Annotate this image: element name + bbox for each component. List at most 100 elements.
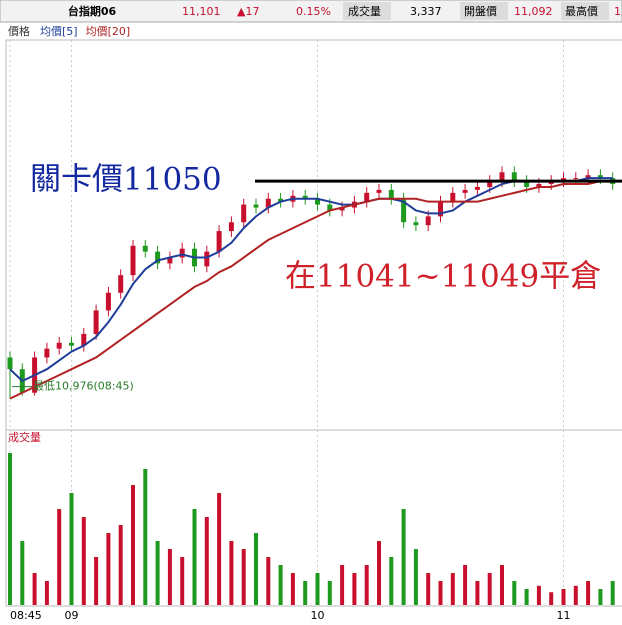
candle-body <box>130 245 136 276</box>
volume-bar <box>143 469 148 605</box>
volume-bar <box>389 557 394 605</box>
volume-bar <box>500 565 504 605</box>
candle-body <box>204 251 210 267</box>
header-cell <box>561 2 609 20</box>
volume-bar <box>475 581 480 605</box>
candle-body <box>265 198 271 208</box>
candle-body <box>142 245 148 252</box>
volume-bar <box>131 485 135 605</box>
volume-bar <box>254 533 258 605</box>
candle-body <box>413 222 419 226</box>
candle-body <box>499 172 505 182</box>
x-tick-label: 09 <box>65 609 79 622</box>
candle-body <box>69 342 74 346</box>
volume-bar <box>549 592 554 605</box>
candle-body <box>474 186 480 190</box>
volume-bar <box>204 517 209 605</box>
volume-bar <box>487 573 492 605</box>
volume-bar <box>32 573 37 605</box>
candle-body <box>401 198 407 223</box>
volume-bar <box>241 549 246 605</box>
volume-bar <box>278 565 283 605</box>
legend-entry: 均價[20] <box>86 24 131 38</box>
price-title: 價格 <box>8 24 30 38</box>
candle-body <box>376 189 382 193</box>
volume-bar <box>598 589 603 605</box>
candle-body <box>450 192 456 202</box>
price-panel <box>5 39 622 431</box>
change: ▲17 <box>237 5 259 18</box>
volume-bar <box>167 549 172 605</box>
volume-bar <box>340 565 345 605</box>
header-value: 1 <box>614 5 621 18</box>
candle-body <box>327 204 333 211</box>
candle-body <box>179 248 185 258</box>
candle-body <box>425 216 431 226</box>
volume-bar <box>290 573 295 605</box>
volume-bar <box>401 509 406 605</box>
volume-bar <box>377 541 381 605</box>
volume-bar <box>69 493 74 605</box>
moving-average <box>9 180 613 400</box>
candle-body <box>524 181 530 187</box>
x-tick-label: 08:45 <box>10 609 42 622</box>
volume-bar <box>315 573 320 605</box>
candle-body <box>573 178 579 180</box>
header-label: 成交量 <box>348 4 381 18</box>
candle-body <box>56 342 62 349</box>
candle-body <box>302 195 308 199</box>
candle-body <box>339 207 345 211</box>
volume-bar <box>413 549 418 605</box>
volume-bar <box>524 589 529 605</box>
volume-bar <box>512 581 517 605</box>
volume-bar <box>106 533 111 605</box>
volume-title: 成交量 <box>8 430 41 444</box>
x-tick-label: 10 <box>311 609 325 622</box>
volume-bar <box>180 557 185 605</box>
header-cell <box>343 2 391 20</box>
header-value: 11,092 <box>514 5 553 18</box>
volume-bar <box>20 541 25 605</box>
volume-panel <box>5 429 622 607</box>
volume-bar <box>561 589 566 605</box>
header-cell <box>460 2 508 20</box>
volume-bar <box>573 585 578 605</box>
candle-body <box>241 204 247 223</box>
price: 11,101 <box>182 5 221 18</box>
candle-body <box>44 348 50 358</box>
volume-bar <box>426 573 431 605</box>
volume-bar <box>352 573 357 605</box>
volume-bar <box>610 581 615 605</box>
annotation: 關卡價11050 <box>30 162 222 198</box>
pct: 0.15% <box>296 5 331 18</box>
candle-body <box>511 172 517 182</box>
volume-bar <box>463 565 468 605</box>
candle-body <box>105 292 111 311</box>
candle-body <box>536 184 542 187</box>
annotation: 最低10,976(08:45) <box>33 380 134 393</box>
volume-bar <box>81 517 86 605</box>
candle-body <box>315 198 320 205</box>
candle-body <box>462 189 468 193</box>
header-label: 最高價 <box>565 4 598 18</box>
header-label: 開盤價 <box>464 4 497 18</box>
volume-bar <box>192 509 197 605</box>
volume-bar <box>229 541 234 605</box>
candle-body <box>228 222 234 232</box>
volume-bar <box>450 573 455 605</box>
candle-body <box>487 181 493 187</box>
candle-body <box>253 204 259 208</box>
volume-bar <box>8 453 12 605</box>
candle-body <box>585 175 591 179</box>
symbol: 台指期06 <box>68 4 117 18</box>
volume-bar <box>303 581 308 605</box>
candle-body <box>388 189 394 199</box>
candle-body <box>438 201 443 217</box>
x-tick-label: 11 <box>557 609 571 622</box>
volume-bar <box>536 585 541 605</box>
candle-body <box>278 198 284 202</box>
legend-entry: 均價[5] <box>40 24 78 38</box>
candle-body <box>364 192 370 202</box>
candle-body <box>155 251 161 264</box>
